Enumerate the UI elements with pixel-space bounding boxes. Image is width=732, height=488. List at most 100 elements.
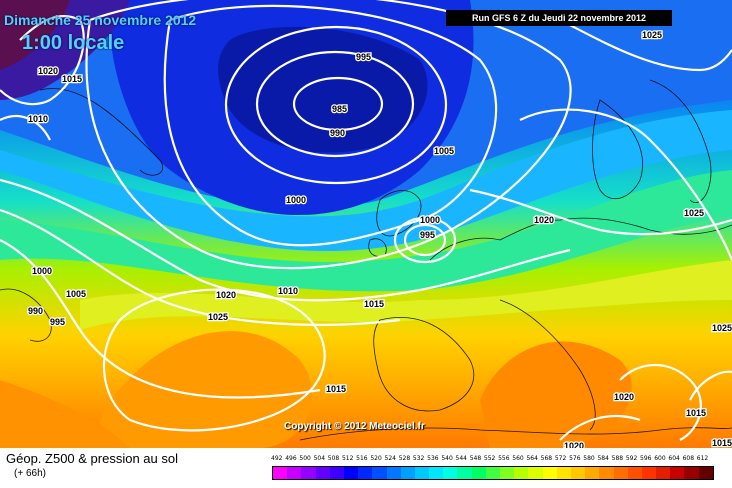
pressure-label: 1015 xyxy=(686,408,706,418)
color-scale-swatch xyxy=(698,467,713,479)
field-title: Géop. Z500 & pression au sol xyxy=(6,451,178,466)
color-scale-value: 608 xyxy=(682,455,695,462)
color-scale-value: 504 xyxy=(313,455,326,462)
color-scale-value: 592 xyxy=(625,455,638,462)
pressure-label: 995 xyxy=(356,52,371,62)
color-scale-value: 576 xyxy=(569,455,581,462)
color-scale-swatch xyxy=(301,467,316,479)
field-band-cyan xyxy=(0,110,732,251)
pressure-label: 1000 xyxy=(420,215,440,225)
color-scale-swatch xyxy=(358,467,373,479)
pressure-label: 1025 xyxy=(208,312,228,322)
color-scale-value: 524 xyxy=(384,455,396,462)
color-scale-value: 544 xyxy=(455,455,467,462)
color-scale-value: 500 xyxy=(299,455,311,462)
color-scale-swatch xyxy=(471,467,486,479)
field-band-yellow xyxy=(80,260,732,330)
pressure-label: 1005 xyxy=(66,289,86,299)
color-scale-swatch xyxy=(613,467,628,479)
color-scale-swatch xyxy=(457,467,472,479)
color-scale-value: 612 xyxy=(696,455,709,462)
color-scale-value: 516 xyxy=(356,455,368,462)
color-scale-value: 540 xyxy=(441,455,453,462)
color-scale-value: 600 xyxy=(654,455,666,462)
pressure-label: 1020 xyxy=(38,66,58,76)
color-scale-swatch xyxy=(514,467,529,479)
color-scale-value: 536 xyxy=(427,455,439,462)
pressure-label: 1005 xyxy=(434,146,454,156)
pressure-label: 1025 xyxy=(712,323,732,333)
color-scale-swatch xyxy=(670,467,685,479)
color-scale-swatch xyxy=(386,467,401,479)
color-scale-swatch xyxy=(684,467,699,479)
pressure-label: 995 xyxy=(50,317,65,327)
pressure-label: 985 xyxy=(332,104,347,114)
pressure-label: 1015 xyxy=(364,299,384,309)
pressure-label: 1015 xyxy=(62,74,82,84)
color-scale-value: 556 xyxy=(498,455,510,462)
pressure-label: 1015 xyxy=(326,384,346,394)
pressure-label: 1020 xyxy=(534,215,554,225)
color-scale-swatch xyxy=(372,467,387,479)
color-scale-value: 588 xyxy=(611,455,624,462)
color-scale-swatch xyxy=(429,467,444,479)
run-info: Run GFS 6 Z du Jeudi 22 novembre 2012 xyxy=(446,10,672,26)
color-scale-value: 496 xyxy=(285,455,297,462)
color-scale-value: 584 xyxy=(597,455,609,462)
pressure-label: 1000 xyxy=(32,266,52,276)
color-scale-swatch xyxy=(400,467,415,479)
pressure-label: 1020 xyxy=(614,392,634,402)
color-scale-swatch xyxy=(443,467,458,479)
color-scale-swatch xyxy=(627,467,642,479)
color-scale-value: 568 xyxy=(540,455,553,462)
pressure-label: 1015 xyxy=(712,438,732,448)
color-scale-swatch xyxy=(329,467,344,479)
pressure-label: 1020 xyxy=(564,441,584,448)
legend-footer: Géop. Z500 & pression au sol (+ 66h) 492… xyxy=(0,448,732,488)
color-scale-swatch xyxy=(315,467,330,479)
color-scale-value: 596 xyxy=(640,455,652,462)
color-scale-value: 580 xyxy=(583,455,595,462)
color-scale-swatch xyxy=(343,467,359,479)
color-scale-swatch xyxy=(273,467,288,479)
color-scale-value: 532 xyxy=(412,455,425,462)
copyright: Copyright © 2012 Meteociel.fr xyxy=(284,421,425,432)
color-scale-value: 548 xyxy=(469,455,482,462)
pressure-label: 1000 xyxy=(286,195,306,205)
color-scale-swatch xyxy=(542,467,557,479)
color-scale-value: 604 xyxy=(668,455,680,462)
color-scale-swatch xyxy=(585,467,600,479)
coastlines xyxy=(0,79,732,441)
color-scale-swatch xyxy=(570,467,586,479)
pressure-label: 990 xyxy=(28,306,43,316)
pressure-label: 1025 xyxy=(642,30,662,40)
color-scale-value: 512 xyxy=(341,455,354,462)
color-scale-value: 552 xyxy=(483,455,496,462)
pressure-label: 990 xyxy=(330,128,345,138)
color-scale-swatch xyxy=(641,467,657,479)
color-scale-value: 520 xyxy=(370,455,382,462)
field-band-orange-west xyxy=(100,331,313,448)
pressure-label: 995 xyxy=(420,230,435,240)
color-scale-labels: 492 496 500 504 508 512 516 520 524 528 532 536 540 5… xyxy=(270,455,714,465)
color-scale-value: 492 xyxy=(271,455,283,462)
color-scale-swatch xyxy=(599,467,614,479)
color-scale-swatch xyxy=(528,467,543,479)
forecast-date: Dimanche 25 novembre 2012 xyxy=(4,12,197,28)
color-scale-value: 560 xyxy=(512,455,524,462)
pressure-label: 1020 xyxy=(216,290,236,300)
color-scale-swatch xyxy=(287,467,302,479)
pressure-label: 1025 xyxy=(684,208,704,218)
color-scale-swatch xyxy=(485,467,500,479)
pressure-label: 1010 xyxy=(28,114,48,124)
forecast-time: 1:00 locale xyxy=(22,32,125,54)
field-band-green xyxy=(0,170,732,292)
color-scale-swatch xyxy=(556,467,571,479)
color-scale-value: 528 xyxy=(398,455,411,462)
color-scale-bar xyxy=(272,466,714,480)
z500-map: 1020 1015 1010 995 985 990 1005 1000 100… xyxy=(0,0,732,448)
field-band-orange-south xyxy=(0,380,130,448)
color-scale-swatch xyxy=(500,467,515,479)
color-scale-swatch xyxy=(414,467,430,479)
